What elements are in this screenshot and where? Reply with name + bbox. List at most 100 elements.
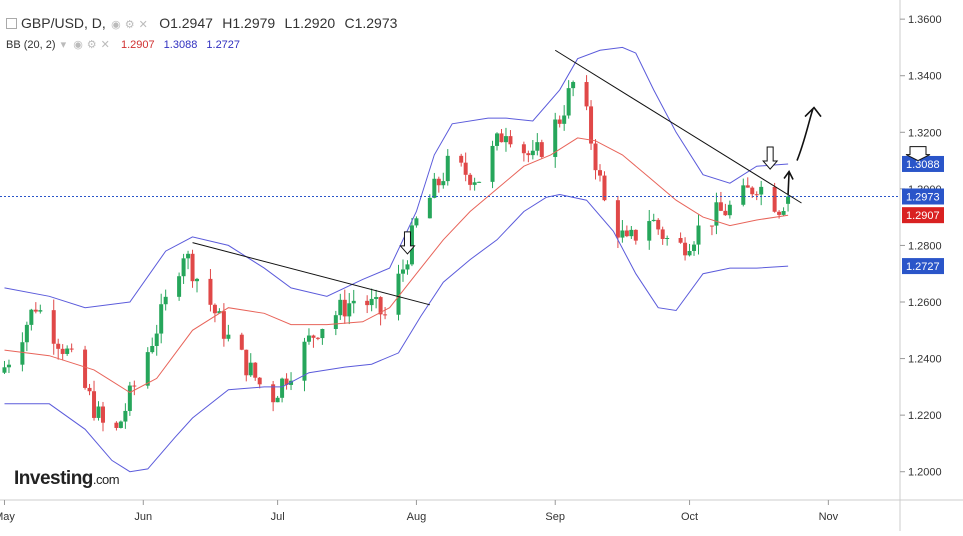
candle-body (226, 334, 231, 339)
candle-body (593, 143, 598, 171)
bb-close-icon[interactable]: ✕ (100, 39, 110, 51)
candle-body (65, 348, 70, 354)
candle-body (745, 185, 750, 188)
candle-body (150, 345, 155, 353)
candle-body (665, 238, 670, 240)
candle-body (723, 210, 728, 216)
candle-body (311, 335, 316, 338)
candle-body (190, 253, 195, 282)
candle-body (320, 328, 325, 339)
candle-body (60, 348, 65, 354)
y-tick-label: 1.2400 (908, 354, 942, 366)
candle-body (275, 397, 280, 403)
candle-body (759, 186, 764, 195)
candle-body (584, 82, 589, 107)
candle-body (441, 181, 446, 186)
x-tick-label: Jul (271, 511, 285, 523)
candle-body (38, 310, 43, 312)
candle-body (436, 178, 441, 186)
down-arrow-annotation (762, 146, 779, 170)
candle-body (477, 181, 482, 183)
candle-body (378, 297, 383, 315)
candle-body (696, 225, 701, 245)
trendline[interactable] (192, 242, 430, 306)
candle-body (284, 378, 289, 385)
candle-body (562, 115, 567, 124)
candle-body (714, 202, 719, 226)
candle-body (709, 225, 714, 227)
bb-label[interactable]: BB (20, 2) (6, 39, 56, 51)
candle-body (248, 362, 253, 376)
candle-body (414, 218, 419, 226)
close-icon[interactable]: ✕ (138, 19, 148, 31)
x-tick-label: May (0, 511, 15, 523)
candle-body (369, 298, 374, 306)
candle-body (208, 278, 213, 305)
last-price-tag (902, 188, 944, 205)
candle-body (781, 211, 786, 215)
candle-body (490, 145, 495, 182)
candle-body (400, 269, 405, 274)
candle-body (83, 349, 88, 388)
candle-body (114, 422, 119, 428)
candle-body (692, 244, 697, 251)
visibility-icon[interactable]: ◉ (111, 19, 121, 31)
candle-body (280, 378, 285, 398)
candle-body (727, 204, 732, 216)
candle-body (553, 119, 558, 157)
y-tick-label: 1.3200 (908, 127, 942, 139)
candle-body (718, 202, 723, 211)
y-tick-label: 1.2600 (908, 297, 942, 309)
candle-body (154, 333, 159, 346)
candle-body (557, 119, 562, 124)
bb-value-label: 1.2727 (906, 261, 940, 273)
logo-name: Investing (14, 468, 93, 489)
symbol-label[interactable]: GBP/USD, D, (21, 15, 106, 31)
collapse-icon[interactable] (6, 18, 17, 29)
candle-body (750, 187, 755, 195)
candle-body (499, 133, 504, 143)
candle-body (503, 136, 508, 143)
bb-value-label: 1.3088 (906, 159, 940, 171)
bb-visibility-icon[interactable]: ◉ (73, 39, 83, 51)
candle-body (445, 155, 450, 182)
logo-suffix: .com (92, 472, 120, 487)
candle-body (495, 133, 500, 146)
candle-body (271, 384, 276, 403)
candle-body (651, 219, 656, 222)
candle-body (459, 155, 464, 163)
bb-mid-value: 1.2907 (120, 39, 155, 51)
candle-body (212, 304, 217, 314)
candle-body (660, 229, 665, 239)
candle-body (2, 367, 7, 373)
candle-body (589, 106, 594, 144)
candle-body (253, 362, 258, 378)
bb-settings-icon[interactable]: ⚙ (86, 39, 97, 51)
bb-middle-band (4, 137, 789, 394)
candle-body (620, 230, 625, 238)
candle-body (624, 230, 629, 237)
bb-lower-value: 1.2727 (206, 39, 241, 51)
settings-icon[interactable]: ⚙ (124, 19, 135, 31)
bb-dropdown-icon[interactable]: ▾ (60, 39, 67, 51)
candle-body (678, 238, 683, 243)
candle-body (177, 276, 182, 297)
candle-body (571, 82, 576, 89)
candle-body (535, 142, 540, 151)
candle-body (508, 136, 513, 145)
candle-body (741, 185, 746, 205)
candle-body (51, 310, 56, 344)
candle-body (96, 406, 101, 418)
candle-body (132, 385, 137, 387)
candle-body (69, 348, 74, 350)
x-tick-label: Jun (134, 511, 152, 523)
bb-value-label: 1.2907 (906, 210, 940, 222)
trendline[interactable] (554, 49, 802, 204)
y-tick-label: 1.2000 (908, 467, 942, 479)
candle-body (405, 264, 410, 270)
candle-body (396, 273, 401, 315)
candle-body (566, 88, 571, 116)
candle-body (347, 303, 352, 317)
